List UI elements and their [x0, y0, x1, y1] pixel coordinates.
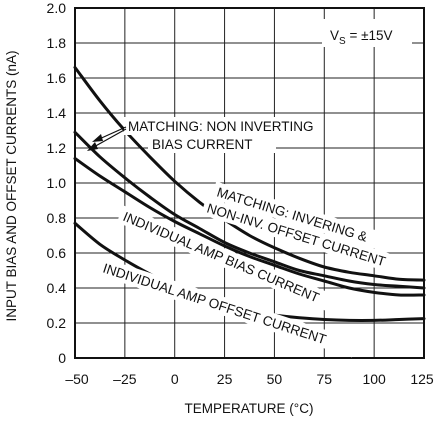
y-tick-label: 0: [58, 350, 66, 366]
y-tick-label: 0.2: [47, 315, 67, 331]
leader-arrow-lower: [87, 142, 98, 151]
x-tick-label: 0: [171, 371, 179, 387]
condition-main: V: [330, 28, 339, 43]
y-tick-label: 0.8: [47, 210, 67, 226]
y-tick-label: 1.0: [47, 175, 67, 191]
annotation-matching-noninv-line2: BIAS CURRENT: [152, 137, 253, 152]
y-tick-label: 0.4: [47, 280, 67, 296]
x-tick-label: 75: [316, 371, 332, 387]
series-line-2: [73, 130, 426, 290]
y-axis-title: INPUT BIAS AND OFFSET CURRENTS (nA): [4, 50, 19, 321]
annotation-matching-noninv: MATCHING: NON INVERTING BIAS CURRENT: [87, 117, 322, 153]
y-tick-label: 1.6: [47, 70, 67, 86]
x-tick-labels: –50 –25 0 25 50 75 100 125: [65, 371, 434, 387]
y-tick-label: 1.2: [47, 140, 67, 156]
y-tick-label: 2.0: [47, 0, 67, 16]
condition-label: VS = ±15V: [330, 28, 393, 47]
y-tick-label: 1.4: [47, 105, 67, 121]
x-tick-label: –50: [65, 371, 89, 387]
leader-line-lower: [91, 128, 127, 149]
condition-subscript: S: [339, 36, 346, 47]
x-tick-label: 50: [267, 371, 283, 387]
condition-rest: = ±15V: [346, 28, 393, 43]
y-tick-label: 0.6: [47, 245, 67, 261]
series-line-1: [73, 66, 426, 282]
x-tick-label: 125: [410, 371, 434, 387]
x-tick-label: –25: [113, 371, 137, 387]
x-axis-title: TEMPERATURE (°C): [185, 401, 314, 416]
condition-box: [322, 19, 412, 47]
y-tick-labels: 0 0.2 0.4 0.6 0.8 1.0 1.2 1.4 1.6 1.8 2.0: [47, 0, 67, 366]
series-line-3: [73, 157, 426, 297]
curve-layer: [73, 66, 426, 322]
x-tick-label: 25: [217, 371, 233, 387]
annotation-matching-noninv-line1: MATCHING: NON INVERTING: [128, 119, 314, 134]
y-tick-label: 1.8: [47, 35, 67, 51]
x-tick-label: 100: [362, 371, 386, 387]
leader-arrow-upper: [92, 134, 103, 142]
plot-frame: [74, 7, 425, 359]
